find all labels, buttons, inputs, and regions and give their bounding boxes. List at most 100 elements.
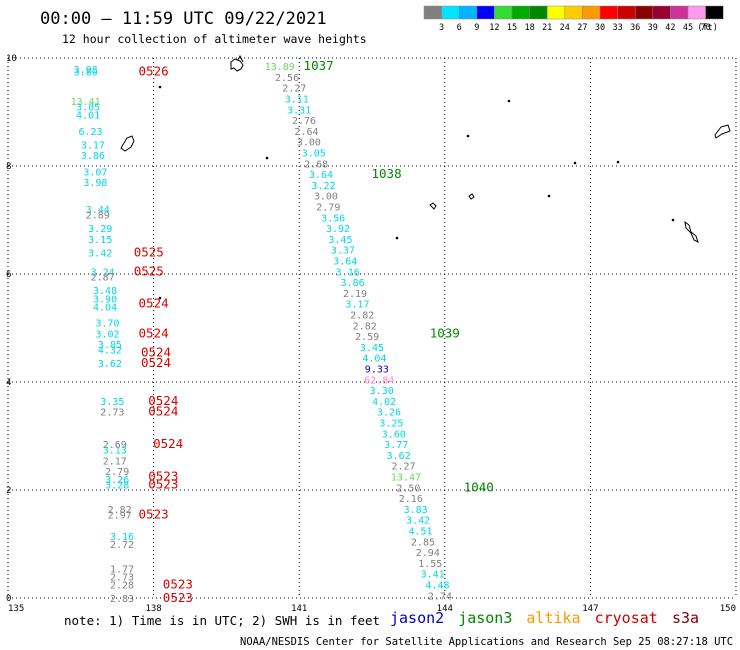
swh-value: 3.16 (110, 532, 134, 543)
island-outline (120, 135, 135, 152)
islet-dot (671, 218, 675, 222)
swh-value: 2.89 (86, 211, 110, 222)
swh-value: 3.41 (421, 570, 445, 581)
swh-value: 3.17 (81, 140, 105, 151)
swh-value: 3.60 (382, 429, 406, 440)
legend-swatch (546, 5, 566, 20)
island-outline (468, 193, 475, 200)
swh-value: 4.02 (372, 397, 396, 408)
swh-value: 3.26 (105, 475, 129, 486)
legend-tick-label: 39 (648, 23, 658, 33)
x-tick-label: 138 (145, 604, 161, 614)
swh-value: 3.77 (384, 440, 408, 451)
legend-swatch (652, 5, 671, 20)
legend-tick-label: 24 (560, 23, 570, 33)
swh-value: 3.17 (345, 300, 369, 311)
swh-value: 4.48 (425, 581, 449, 592)
pass-time-label: 0523 (163, 590, 193, 605)
swh-value: 3.62 (387, 451, 411, 462)
wave-height-values: 13.892.562.273.113.312.762.643.003.052.6… (71, 62, 452, 605)
pass-time-label: 0523 (148, 469, 178, 484)
swh-value: 2.97 (108, 510, 132, 521)
legend-tick-label: 12 (489, 23, 499, 33)
pass-time-label: 0525 (134, 263, 164, 278)
swh-value: 4.04 (362, 354, 386, 365)
swh-value: 3.24 (91, 267, 115, 278)
swh-value: 3.45 (328, 235, 352, 246)
swh-value: 3.26 (377, 408, 401, 419)
legend-swatch (494, 5, 513, 20)
swh-value: 2.87 (91, 273, 115, 284)
swh-value: 2.85 (411, 537, 435, 548)
island-outline (230, 54, 244, 72)
swh-value: 6.23 (78, 127, 102, 138)
pass-time-label: 0524 (153, 436, 183, 451)
pass-time-label: 0524 (139, 325, 169, 340)
islet-dot (547, 194, 551, 198)
y-tick-label: 6 (6, 270, 11, 280)
satellite-legend-item: cryosat (595, 609, 658, 627)
islet-dot (395, 236, 399, 240)
swh-value: 3.11 (285, 95, 309, 106)
swh-value: 13.47 (391, 473, 421, 484)
credit-line: NOAA/NESDIS Center for Satellite Applica… (240, 636, 740, 648)
y-tick-label: 10 (6, 54, 17, 64)
pass-time-labels: 1037103810391040052605250525052405240524… (134, 58, 494, 605)
swh-value: 3.05 (302, 149, 326, 160)
swh-value: 2.73 (100, 408, 124, 419)
swh-value: 62.84 (364, 375, 394, 386)
pass-time-label: 0523 (148, 477, 178, 492)
pass-time-label: 0523 (139, 506, 169, 521)
x-tick-label: 150 (720, 604, 736, 614)
swh-value: 3.44 (86, 205, 110, 216)
islet-dot (265, 156, 269, 160)
x-tick-label: 144 (437, 604, 453, 614)
swh-value: 2.79 (316, 203, 340, 214)
swh-value: 3.83 (404, 505, 428, 516)
pass-time-label: 0525 (134, 244, 164, 259)
swh-value: 1.55 (418, 559, 442, 570)
swh-value: 2.27 (282, 84, 306, 95)
legend-tick-label: 45 (683, 23, 693, 33)
island-outline (714, 124, 731, 139)
axis-ticks: 135 138 141 144 147 150 0 2 4 6 8 10 (6, 54, 736, 614)
pass-time-label: 0524 (141, 344, 171, 359)
swh-value: 3.98 (74, 65, 98, 76)
islet-dot (616, 160, 620, 164)
legend-tick-label: 3 (439, 23, 444, 33)
pass-time-label: 0524 (139, 296, 169, 311)
islet-dots (158, 85, 675, 300)
swh-value: 3.85 (98, 340, 122, 351)
swh-value: 3.13 (103, 446, 127, 457)
swh-value: 2.72 (110, 540, 134, 551)
footnote: note: 1) Time is in UTC; 2) SWH is in fe… (64, 613, 380, 628)
swh-value: 2.17 (103, 456, 127, 467)
satellite-legend-item: altika (526, 609, 580, 627)
legend-swatch (458, 5, 478, 20)
swh-value: 3.80 (74, 68, 98, 79)
chart-subtitle: 12 hour collection of altimeter wave hei… (62, 32, 367, 46)
swh-value: 13.41 (71, 97, 101, 108)
islet-dot (158, 85, 162, 89)
swh-value: 3.48 (93, 286, 117, 297)
swh-value: 2.82 (108, 505, 132, 516)
legend-tick-label: 15 (507, 23, 517, 33)
swh-value: 3.30 (370, 386, 394, 397)
swh-value: 3.16 (336, 267, 360, 278)
swh-value: 3.92 (326, 224, 350, 235)
chart-title: 00:00 – 11:59 UTC 09/22/2021 (40, 9, 327, 29)
legend-tick-label: 30 (595, 23, 605, 33)
swh-value: 2.73 (110, 572, 134, 583)
swh-value: 3.42 (88, 248, 112, 259)
swh-value: 4.01 (76, 111, 100, 122)
swh-value: 2.94 (416, 548, 440, 559)
swh-value: 2.27 (391, 462, 415, 473)
grid (7, 57, 737, 599)
satellite-legend-item: jason3 (458, 609, 512, 627)
legend-swatch (705, 5, 724, 20)
satellite-legend: jason2 jason3 altika cryosat s3a (390, 609, 699, 627)
legend-tick-label: 36 (630, 23, 640, 33)
swh-value: 3.37 (331, 246, 355, 257)
legend-tick-label: 42 (665, 23, 675, 33)
swh-value: 2.74 (428, 591, 452, 602)
